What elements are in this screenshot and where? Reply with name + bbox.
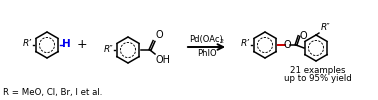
Text: Pd(OAc): Pd(OAc) <box>190 35 223 44</box>
Text: O: O <box>300 31 308 41</box>
Text: PhIO: PhIO <box>197 49 216 58</box>
Text: +: + <box>77 38 87 52</box>
Text: O: O <box>283 40 291 50</box>
Text: O: O <box>155 30 163 40</box>
Text: 21 examples: 21 examples <box>290 66 346 75</box>
Text: R″: R″ <box>103 44 113 54</box>
Text: R″: R″ <box>321 23 331 32</box>
Text: R = MeO, Cl, Br, I et al.: R = MeO, Cl, Br, I et al. <box>3 88 102 96</box>
Text: up to 95% yield: up to 95% yield <box>284 74 352 83</box>
Text: 2: 2 <box>220 39 224 44</box>
Text: H: H <box>62 39 71 49</box>
Text: R’: R’ <box>241 40 250 48</box>
Text: R’: R’ <box>23 40 32 48</box>
Text: OH: OH <box>156 55 171 65</box>
